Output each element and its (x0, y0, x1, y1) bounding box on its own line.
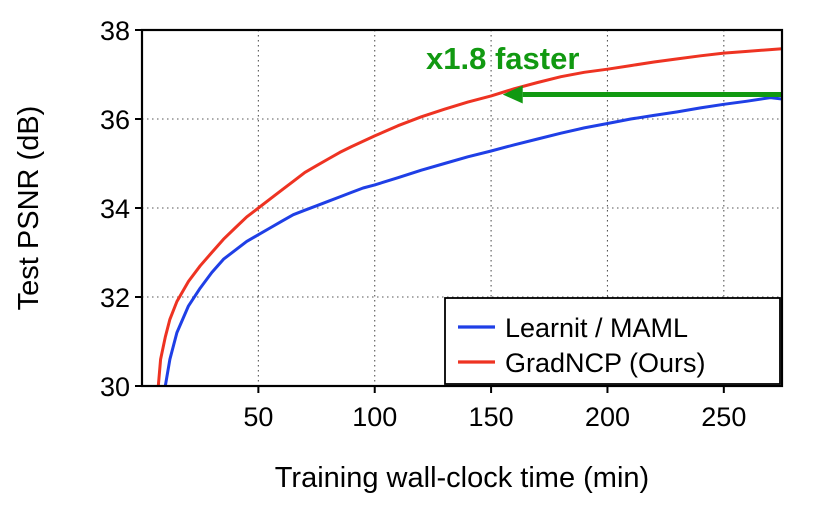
series-line-0 (163, 96, 782, 386)
y-tick-label: 38 (100, 16, 130, 46)
y-tick-label: 34 (100, 194, 130, 224)
series-line-1 (156, 47, 782, 386)
x-tick-label: 150 (469, 402, 514, 432)
annotation-text: x1.8 faster (426, 41, 579, 76)
x-tick-label: 50 (243, 402, 273, 432)
y-axis-title: Test PSNR (dB) (13, 106, 45, 311)
x-axis-title: Training wall-clock time (min) (275, 462, 649, 494)
y-tick-label: 32 (100, 283, 130, 313)
annotation-layer: x1.8 faster (426, 41, 782, 104)
ticks: 50 100 150 200 250 30 32 34 36 38 (100, 16, 746, 432)
annotation-arrow-head (502, 85, 523, 104)
x-tick-label: 100 (352, 402, 397, 432)
legend-label-gradncp: GradNCP (Ours) (505, 348, 706, 378)
y-tick-label: 30 (100, 372, 130, 402)
x-tick-label: 250 (701, 402, 746, 432)
y-tick-label: 36 (100, 105, 130, 135)
legend-label-learnit: Learnit / MAML (505, 313, 688, 343)
grid (142, 30, 782, 386)
legend-box (444, 297, 781, 385)
series-layer (156, 47, 782, 386)
x-tick-label: 200 (585, 402, 630, 432)
legend: Learnit / MAML GradNCP (Ours) (444, 297, 781, 385)
